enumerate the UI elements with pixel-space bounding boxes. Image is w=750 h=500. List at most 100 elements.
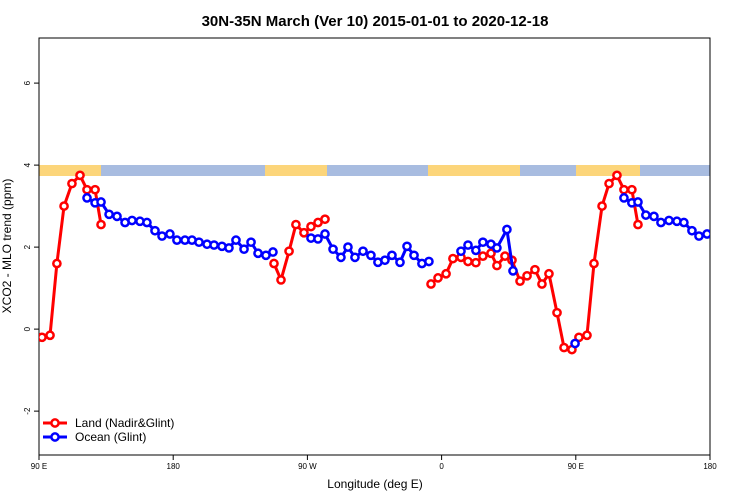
x-tick-label: 180 [703, 462, 717, 471]
point [104, 209, 114, 220]
point [96, 219, 106, 230]
point [409, 250, 419, 261]
point [702, 229, 710, 239]
y-tick-label: 6 [23, 80, 32, 85]
point [633, 197, 643, 207]
point [299, 227, 309, 238]
point [597, 201, 607, 211]
point [343, 242, 353, 252]
point [75, 170, 85, 181]
point [478, 251, 488, 261]
point [664, 215, 674, 226]
point [350, 252, 360, 263]
point [694, 231, 704, 241]
point [239, 244, 249, 255]
legend-label: Ocean (Glint) [75, 430, 146, 444]
point [463, 256, 473, 267]
point [306, 221, 316, 232]
point [641, 210, 651, 220]
point [313, 234, 323, 244]
point [67, 178, 77, 189]
point [582, 330, 592, 341]
y-tick-label: 4 [23, 162, 32, 167]
point [209, 240, 219, 250]
y-tick-label: 2 [23, 244, 32, 249]
map-strip [39, 165, 710, 176]
point [478, 237, 488, 248]
point [246, 237, 256, 248]
point [194, 237, 204, 248]
land-strip [265, 165, 327, 176]
point [276, 275, 286, 285]
point [500, 251, 510, 261]
point [522, 270, 532, 281]
point [492, 243, 502, 253]
legend-label: Land (Nadir&Glint) [75, 416, 174, 430]
point [253, 248, 263, 259]
point [284, 246, 294, 257]
y-tick-label: -2 [23, 407, 32, 415]
point [52, 258, 62, 269]
point [150, 225, 160, 236]
point [336, 252, 346, 263]
x-tick-label: 90 E [31, 462, 47, 471]
point [530, 264, 540, 275]
point [224, 243, 234, 253]
y-tick-label: 0 [23, 326, 32, 331]
point [559, 342, 569, 353]
point [269, 258, 279, 269]
point [165, 229, 175, 239]
point [380, 255, 390, 266]
point [544, 268, 554, 279]
point [112, 211, 122, 222]
point [570, 338, 580, 349]
point [448, 253, 458, 264]
point [486, 248, 496, 259]
legend-marker [50, 418, 60, 428]
point [471, 257, 481, 268]
point [45, 330, 55, 341]
ocean-strip [39, 165, 710, 176]
point [463, 240, 473, 250]
point [433, 273, 443, 283]
point [679, 217, 689, 228]
legend: Land (Nadir&Glint)Ocean (Glint) [43, 416, 174, 444]
point [619, 184, 629, 195]
land-strip [576, 165, 640, 176]
point [291, 219, 301, 230]
x-axis-label: Longitude (deg E) [327, 477, 422, 491]
y-axis-label: XCO2 - MLO trend (ppm) [0, 179, 14, 314]
point [492, 260, 502, 271]
point [612, 170, 622, 181]
chart-title: 30N-35N March (Ver 10) 2015-01-01 to 202… [202, 13, 549, 30]
point [366, 250, 376, 261]
point [231, 235, 241, 245]
point [127, 215, 137, 226]
land-strip [428, 165, 520, 176]
point [82, 193, 92, 203]
x-tick-label: 0 [439, 462, 444, 471]
point [424, 256, 434, 267]
point [172, 235, 182, 245]
point [320, 214, 330, 225]
point [157, 231, 167, 241]
x-tick-label: 180 [167, 462, 181, 471]
point [358, 246, 368, 257]
point [502, 224, 512, 235]
series-line [41, 172, 640, 352]
point [627, 184, 637, 195]
point [387, 250, 397, 261]
point [96, 197, 106, 207]
point [142, 217, 152, 228]
point [426, 279, 436, 289]
point [82, 184, 92, 195]
point [328, 244, 338, 255]
land-strip [39, 165, 101, 176]
point [537, 279, 547, 289]
point [619, 193, 629, 203]
legend-marker [50, 432, 60, 442]
point [633, 219, 643, 230]
point [268, 247, 278, 257]
plot-frame [38, 37, 711, 456]
